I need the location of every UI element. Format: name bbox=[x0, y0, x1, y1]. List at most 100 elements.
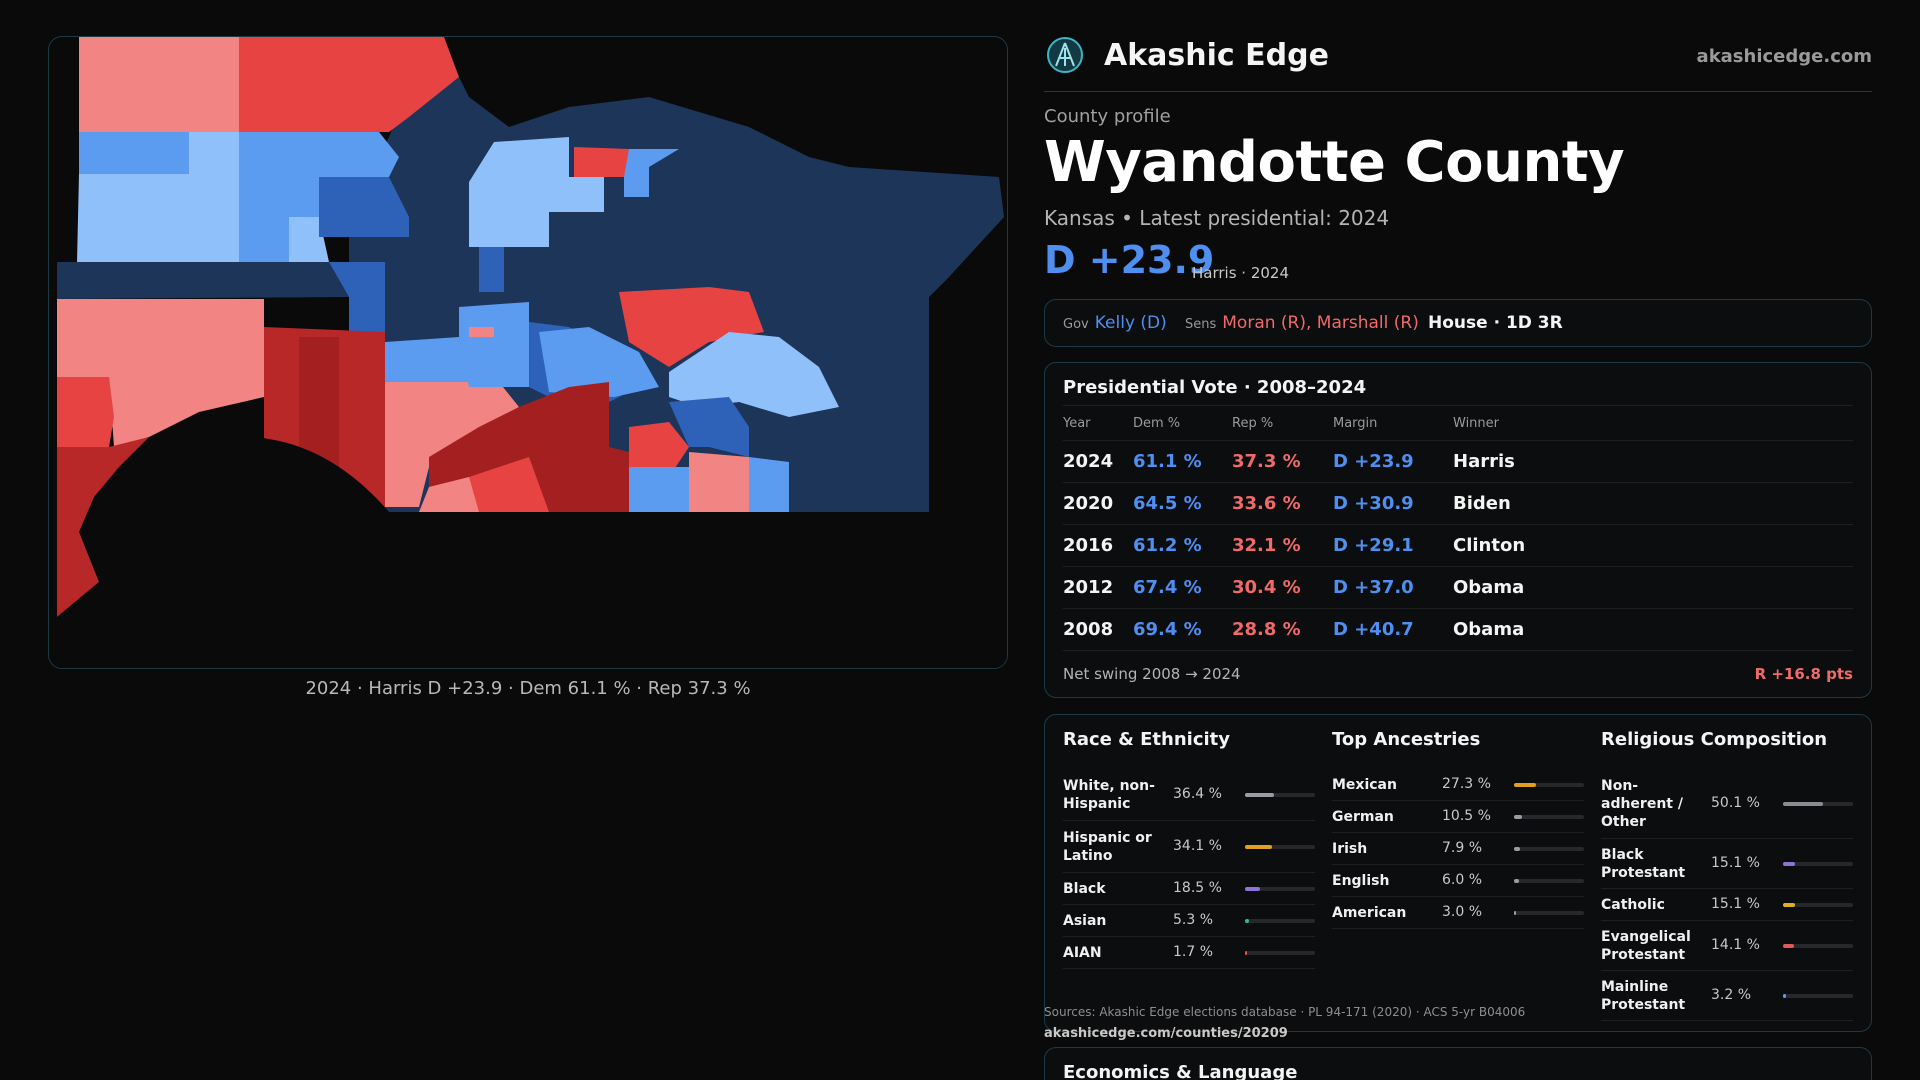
gov-label: Gov bbox=[1063, 317, 1089, 332]
stat-label: Evangelical Protestant bbox=[1601, 929, 1691, 963]
precinct-region[interactable] bbox=[57, 437, 149, 617]
source-url-link[interactable]: akashicedge.com/counties/20209 bbox=[1044, 1026, 1288, 1041]
cell-margin: D +30.9 bbox=[1333, 493, 1414, 514]
precinct-region[interactable] bbox=[469, 327, 494, 337]
cell-winner: Harris bbox=[1453, 451, 1515, 472]
precinct-region[interactable] bbox=[385, 337, 469, 382]
precinct-region[interactable] bbox=[79, 37, 239, 132]
cell-winner: Obama bbox=[1453, 577, 1525, 598]
brand-url-link[interactable]: akashicedge.com bbox=[1696, 46, 1872, 67]
stat-bar bbox=[1783, 802, 1853, 806]
precinct-region[interactable] bbox=[57, 377, 114, 447]
cell-rep: 28.8 % bbox=[1232, 619, 1301, 640]
stat-bar-fill bbox=[1514, 815, 1523, 819]
cell-year: 2016 bbox=[1063, 535, 1114, 556]
map-caption: 2024 · Harris D +23.9 · Dem 61.1 % · Rep… bbox=[305, 678, 751, 699]
brand-header: Akashic Edge akashicedge.com bbox=[1044, 34, 1872, 92]
senators-value[interactable]: Moran (R), Marshall (R) bbox=[1222, 313, 1419, 333]
stat-bar bbox=[1514, 847, 1584, 851]
stat-bar-fill bbox=[1783, 903, 1796, 907]
stat-value: 50.1 % bbox=[1711, 795, 1760, 811]
stat-label: Mainline Protestant bbox=[1601, 979, 1686, 1013]
presidential-title: Presidential Vote · 2008–2024 bbox=[1063, 377, 1367, 398]
stat-bar-fill bbox=[1245, 919, 1250, 923]
stat-row: Mainline Protestant 3.2 % bbox=[1601, 971, 1853, 1021]
precinct-region[interactable] bbox=[479, 247, 504, 292]
cell-dem: 67.4 % bbox=[1133, 577, 1202, 598]
precinct-region[interactable] bbox=[624, 149, 679, 197]
stat-label: Asian bbox=[1063, 913, 1107, 929]
precinct-region[interactable] bbox=[459, 302, 529, 387]
stat-value: 3.2 % bbox=[1711, 987, 1752, 1003]
stat-row: Black Protestant 15.1 % bbox=[1601, 839, 1853, 889]
senators-field: Sens Moran (R), Marshall (R) bbox=[1185, 313, 1419, 333]
stat-bar-fill bbox=[1514, 911, 1517, 915]
table-row: 2020 64.5 % 33.6 % D +30.9 Biden bbox=[1063, 483, 1853, 525]
col-margin: Margin bbox=[1333, 416, 1378, 431]
stat-label: Mexican bbox=[1332, 777, 1397, 793]
stat-label: Non-adherent / Other bbox=[1601, 778, 1683, 830]
precinct-region[interactable] bbox=[689, 452, 749, 512]
stat-row: Catholic 15.1 % bbox=[1601, 889, 1853, 921]
stat-value: 18.5 % bbox=[1173, 880, 1222, 896]
stat-value: 34.1 % bbox=[1173, 838, 1222, 854]
cell-year: 2008 bbox=[1063, 619, 1114, 640]
cell-winner: Biden bbox=[1453, 493, 1511, 514]
governor-value[interactable]: Kelly (D) bbox=[1094, 313, 1167, 333]
stat-bar bbox=[1514, 815, 1584, 819]
stat-label: Black Protestant bbox=[1601, 847, 1686, 881]
stat-row: Black 18.5 % bbox=[1063, 873, 1315, 905]
brand-logo-icon[interactable] bbox=[1046, 36, 1084, 74]
stat-value: 15.1 % bbox=[1711, 896, 1760, 912]
precinct-region[interactable] bbox=[57, 262, 349, 299]
precinct-region[interactable] bbox=[239, 37, 459, 132]
stat-row: Non-adherent / Other 50.1 % bbox=[1601, 769, 1853, 839]
margin-note: Harris · 2024 bbox=[1192, 264, 1290, 282]
stat-bar-fill bbox=[1783, 994, 1786, 998]
precinct-region[interactable] bbox=[77, 132, 239, 262]
religion-title: Religious Composition bbox=[1601, 729, 1828, 750]
cell-year: 2024 bbox=[1063, 451, 1114, 472]
stat-bar-fill bbox=[1514, 783, 1536, 787]
precinct-region[interactable] bbox=[419, 477, 479, 512]
stat-bar-fill bbox=[1245, 845, 1273, 849]
precinct-region[interactable] bbox=[539, 327, 659, 397]
cell-rep: 32.1 % bbox=[1232, 535, 1301, 556]
stat-value: 1.7 % bbox=[1173, 944, 1214, 960]
stat-value: 15.1 % bbox=[1711, 855, 1760, 871]
stat-bar-fill bbox=[1245, 951, 1247, 955]
precinct-region[interactable] bbox=[319, 177, 409, 237]
precinct-region[interactable] bbox=[329, 262, 385, 347]
stat-label: AIAN bbox=[1063, 945, 1102, 961]
precinct-region[interactable] bbox=[569, 177, 604, 212]
precinct-region[interactable] bbox=[749, 457, 789, 512]
precinct-region[interactable] bbox=[57, 299, 264, 447]
precinct-region[interactable] bbox=[469, 457, 549, 512]
cell-margin: D +29.1 bbox=[1333, 535, 1414, 556]
margin-headline: D +23.9 bbox=[1044, 238, 1215, 282]
brand-name[interactable]: Akashic Edge bbox=[1104, 38, 1329, 73]
stat-bar-fill bbox=[1245, 793, 1275, 797]
precinct-region[interactable] bbox=[629, 467, 689, 512]
stat-label: Irish bbox=[1332, 841, 1368, 857]
stat-row: Mexican 27.3 % bbox=[1332, 769, 1584, 801]
precinct-region[interactable] bbox=[79, 132, 189, 174]
stat-bar bbox=[1783, 944, 1853, 948]
county-map[interactable] bbox=[48, 36, 1008, 669]
precinct-region[interactable] bbox=[629, 422, 689, 477]
precinct-region[interactable] bbox=[619, 287, 764, 367]
precinct-region[interactable] bbox=[669, 332, 839, 417]
economics-card: Economics & Language bbox=[1044, 1047, 1872, 1080]
table-row: 2012 67.4 % 30.4 % D +37.0 Obama bbox=[1063, 567, 1853, 609]
table-row: 2016 61.2 % 32.1 % D +29.1 Clinton bbox=[1063, 525, 1853, 567]
stat-bar bbox=[1783, 994, 1853, 998]
house-value[interactable]: House · 1D 3R bbox=[1428, 313, 1563, 333]
stat-label: Catholic bbox=[1601, 897, 1665, 913]
stat-label: Hispanic or Latino bbox=[1063, 830, 1152, 864]
precinct-region[interactable] bbox=[469, 137, 569, 247]
precinct-map-svg[interactable] bbox=[49, 37, 1008, 669]
cell-rep: 33.6 % bbox=[1232, 493, 1301, 514]
precinct-region[interactable] bbox=[669, 397, 749, 457]
officials-bar: Gov Kelly (D) Sens Moran (R), Marshall (R)… bbox=[1044, 299, 1872, 347]
stat-row: American 3.0 % bbox=[1332, 897, 1584, 929]
